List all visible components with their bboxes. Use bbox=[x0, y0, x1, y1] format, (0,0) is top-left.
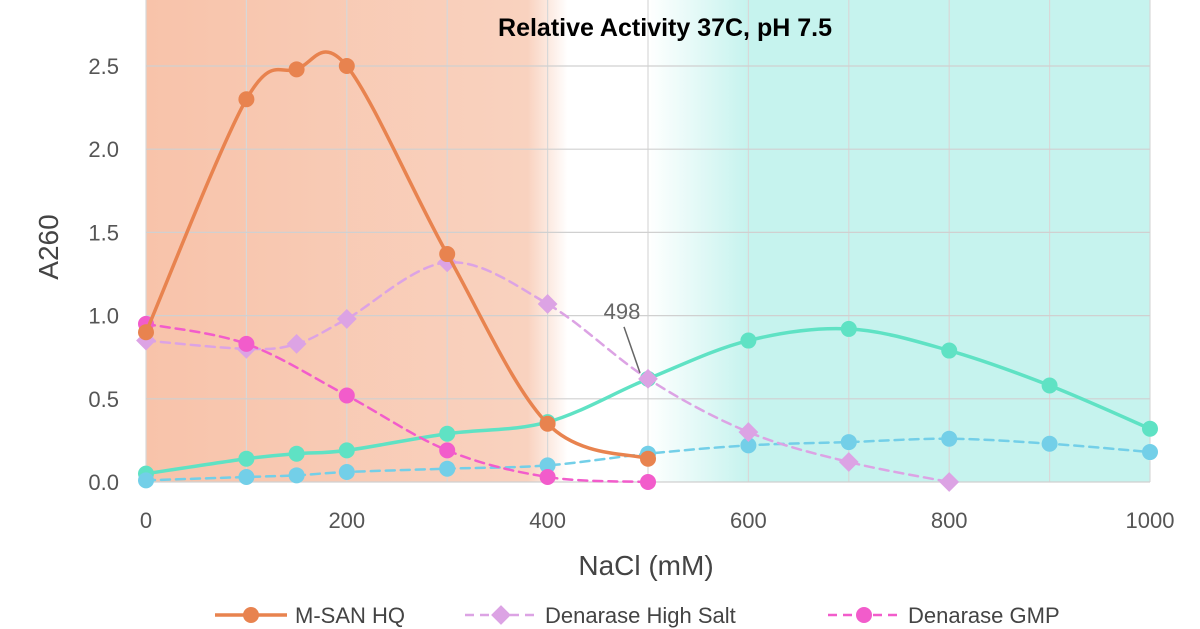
data-point bbox=[138, 324, 154, 341]
data-point bbox=[640, 474, 656, 490]
data-point bbox=[537, 294, 558, 314]
series-4 bbox=[138, 430, 1158, 489]
legend: M-SAN HQ Denarase High Salt Denarase GMP bbox=[215, 603, 1060, 628]
y-tick-label: 2.5 bbox=[88, 54, 119, 79]
legend-label: Denarase High Salt bbox=[545, 603, 736, 628]
y-tick-label: 0.5 bbox=[88, 387, 119, 412]
legend-swatch-marker bbox=[243, 607, 259, 623]
series-line bbox=[144, 50, 650, 461]
y-axis-title: A260 bbox=[33, 214, 64, 279]
annotation-leader bbox=[623, 326, 641, 374]
data-point bbox=[939, 472, 960, 492]
data-point bbox=[439, 460, 456, 477]
data-point bbox=[439, 442, 456, 459]
data-point bbox=[288, 61, 305, 78]
data-point bbox=[638, 368, 658, 389]
data-point bbox=[941, 342, 958, 359]
legend-item: Denarase High Salt bbox=[465, 603, 736, 628]
data-point bbox=[1142, 420, 1158, 437]
x-tick-label: 600 bbox=[730, 508, 767, 533]
data-point bbox=[238, 450, 255, 467]
data-point bbox=[640, 450, 656, 467]
gridlines bbox=[145, 0, 1151, 483]
data-point bbox=[336, 309, 357, 329]
series-layer bbox=[136, 50, 1158, 492]
y-tick-label: 0.0 bbox=[88, 470, 119, 495]
data-point bbox=[238, 91, 255, 108]
data-point bbox=[1041, 435, 1058, 452]
data-point bbox=[840, 434, 857, 451]
data-point bbox=[1142, 444, 1158, 461]
x-tick-label: 1000 bbox=[1126, 508, 1175, 533]
y-tick-label: 2.0 bbox=[88, 137, 119, 162]
data-point bbox=[288, 445, 305, 462]
legend-item: Denarase GMP bbox=[828, 603, 1060, 628]
data-point bbox=[539, 469, 556, 486]
x-axis-title: NaCl (mM) bbox=[578, 550, 713, 581]
x-tick-label: 800 bbox=[931, 508, 968, 533]
data-point bbox=[338, 464, 355, 481]
data-point bbox=[439, 425, 456, 442]
series-0 bbox=[138, 50, 656, 467]
series-2 bbox=[138, 315, 656, 490]
legend-label: Denarase GMP bbox=[908, 603, 1060, 628]
data-point bbox=[238, 335, 255, 352]
data-point bbox=[288, 467, 305, 484]
x-tick-label: 200 bbox=[328, 508, 365, 533]
data-point bbox=[286, 333, 307, 354]
data-point bbox=[238, 469, 255, 486]
data-point bbox=[941, 430, 958, 447]
data-point bbox=[539, 457, 556, 474]
data-point bbox=[439, 246, 456, 263]
annotations: 498 bbox=[604, 299, 641, 374]
data-point bbox=[338, 387, 355, 404]
data-point bbox=[338, 58, 355, 74]
legend-item: M-SAN HQ bbox=[215, 603, 405, 628]
data-point bbox=[840, 320, 857, 337]
data-point bbox=[138, 472, 154, 489]
legend-label: M-SAN HQ bbox=[295, 603, 405, 628]
legend-swatch-marker bbox=[856, 607, 872, 623]
tick-labels: 0 200 400 600 800 1000 0.0 0.5 1.0 1.5 2.0 2.5 bbox=[88, 54, 1174, 533]
x-tick-label: 400 bbox=[529, 508, 566, 533]
data-point bbox=[740, 437, 757, 454]
data-point bbox=[838, 452, 859, 472]
y-tick-label: 1.0 bbox=[88, 304, 119, 329]
data-point bbox=[740, 332, 757, 349]
x-tick-label: 0 bbox=[140, 508, 152, 533]
data-point bbox=[338, 442, 355, 459]
series-line bbox=[144, 261, 951, 484]
data-point bbox=[539, 415, 556, 432]
data-point bbox=[1041, 377, 1058, 394]
y-tick-label: 1.5 bbox=[88, 220, 119, 245]
chart-title: Relative Activity 37C, pH 7.5 bbox=[498, 14, 832, 42]
series-line bbox=[144, 322, 650, 484]
legend-swatch-marker bbox=[491, 605, 511, 625]
annotation-label: 498 bbox=[604, 299, 641, 324]
data-point bbox=[738, 422, 759, 442]
